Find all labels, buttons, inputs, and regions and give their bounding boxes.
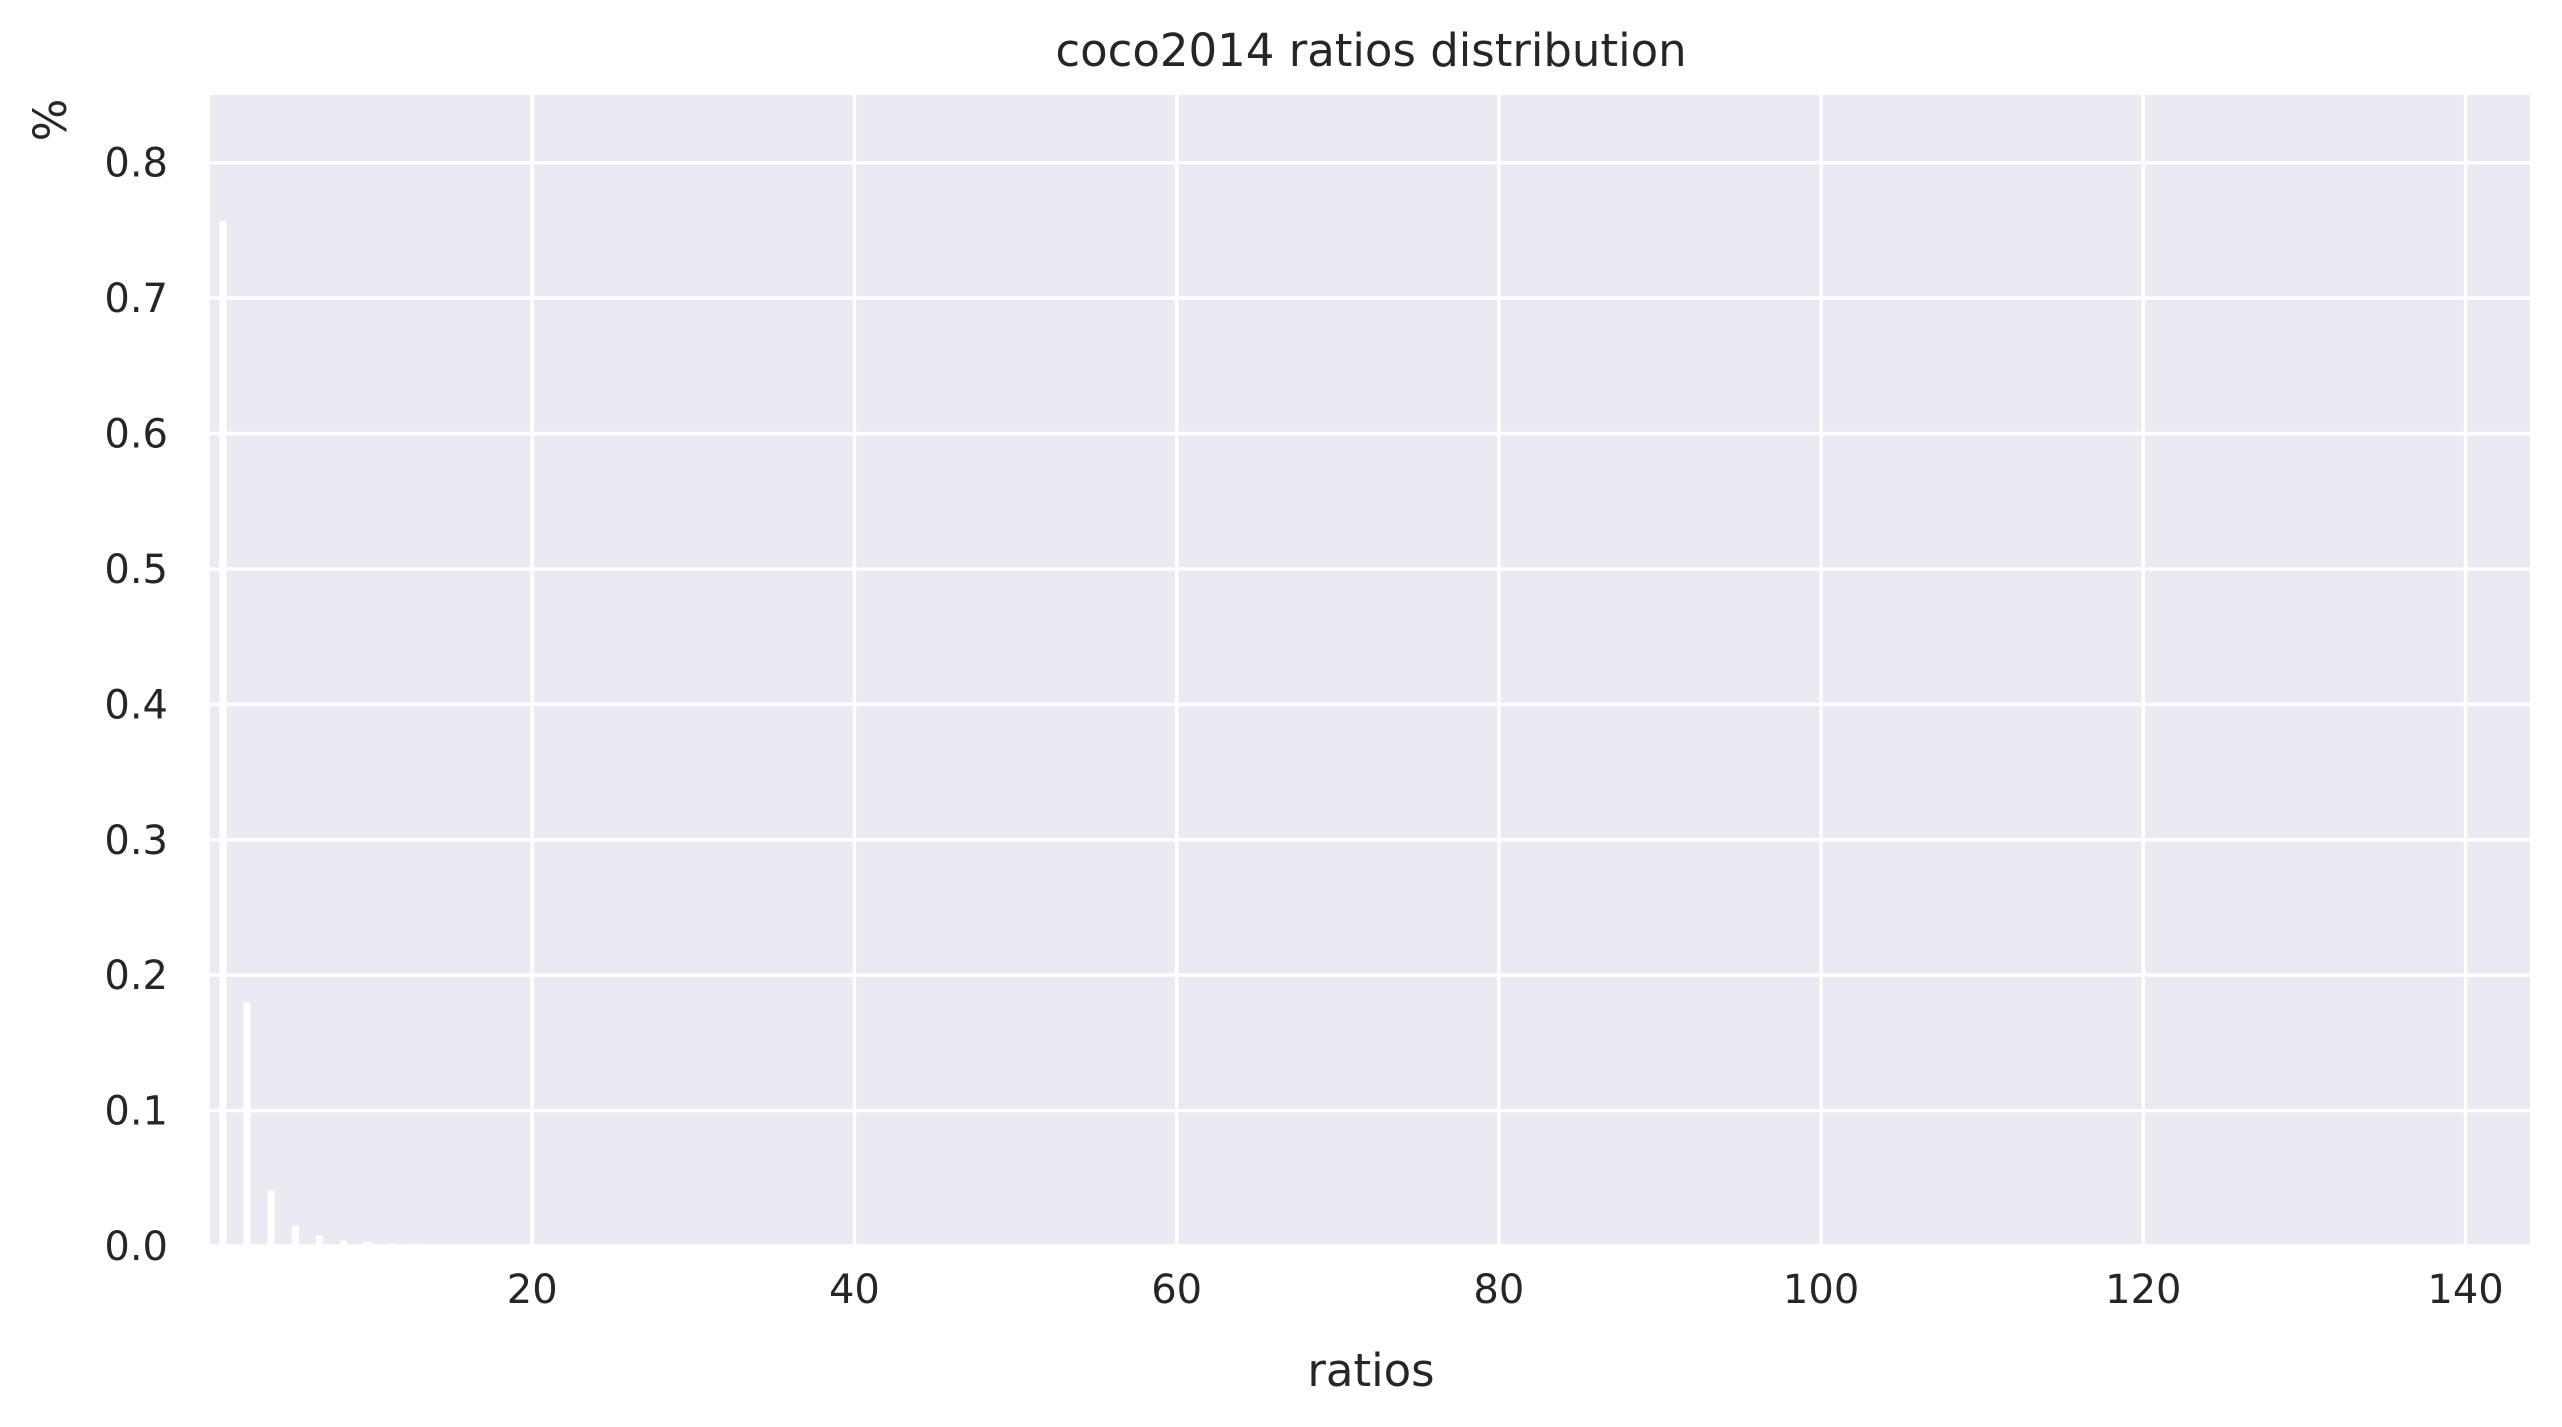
y-tick-label-4: 0.4	[104, 682, 168, 728]
x-tick-label-0: 20	[507, 1267, 558, 1313]
bars	[219, 220, 493, 1246]
bar-3	[291, 1225, 300, 1246]
y-axis-label: %	[24, 99, 77, 142]
x-tick-label-1: 40	[829, 1267, 880, 1313]
x-tick-label-5: 120	[2105, 1267, 2181, 1313]
bar-7	[388, 1243, 396, 1246]
y-tick-label-3: 0.3	[104, 818, 168, 864]
bar-8	[412, 1243, 420, 1246]
plot-area	[210, 95, 2530, 1246]
x-grid	[530, 95, 2468, 1246]
y-tick-label-0: 0.0	[104, 1224, 168, 1270]
x-tick-label-3: 80	[1473, 1267, 1524, 1313]
x-axis-label: ratios	[1307, 1344, 1434, 1397]
x-tick-labels: 20 40 60 80 100 120 140	[507, 1267, 2504, 1313]
chart-title: coco2014 ratios distribution	[1055, 24, 1686, 77]
y-tick-label-8: 0.8	[104, 141, 168, 187]
bar-9	[436, 1244, 445, 1246]
y-tick-label-6: 0.6	[104, 412, 168, 458]
bar-6	[364, 1241, 372, 1246]
bar-2	[267, 1190, 275, 1246]
bar-10	[460, 1244, 469, 1246]
x-tick-label-6: 140	[2427, 1267, 2503, 1313]
bar-0	[219, 220, 227, 1246]
bar-5	[340, 1240, 348, 1246]
bar-1	[243, 1002, 251, 1246]
bar-4	[315, 1235, 324, 1246]
x-tick-label-2: 60	[1151, 1267, 1202, 1313]
y-tick-label-7: 0.7	[104, 276, 168, 322]
x-tick-label-4: 100	[1783, 1267, 1859, 1313]
y-tick-label-5: 0.5	[104, 547, 168, 593]
y-tick-label-2: 0.2	[104, 953, 168, 999]
bar-11	[485, 1244, 493, 1246]
y-tick-label-1: 0.1	[104, 1089, 168, 1135]
y-tick-labels: 0.0 0.1 0.2 0.3 0.4 0.5 0.6 0.7 0.8	[104, 141, 168, 1270]
y-grid	[210, 160, 2530, 1248]
